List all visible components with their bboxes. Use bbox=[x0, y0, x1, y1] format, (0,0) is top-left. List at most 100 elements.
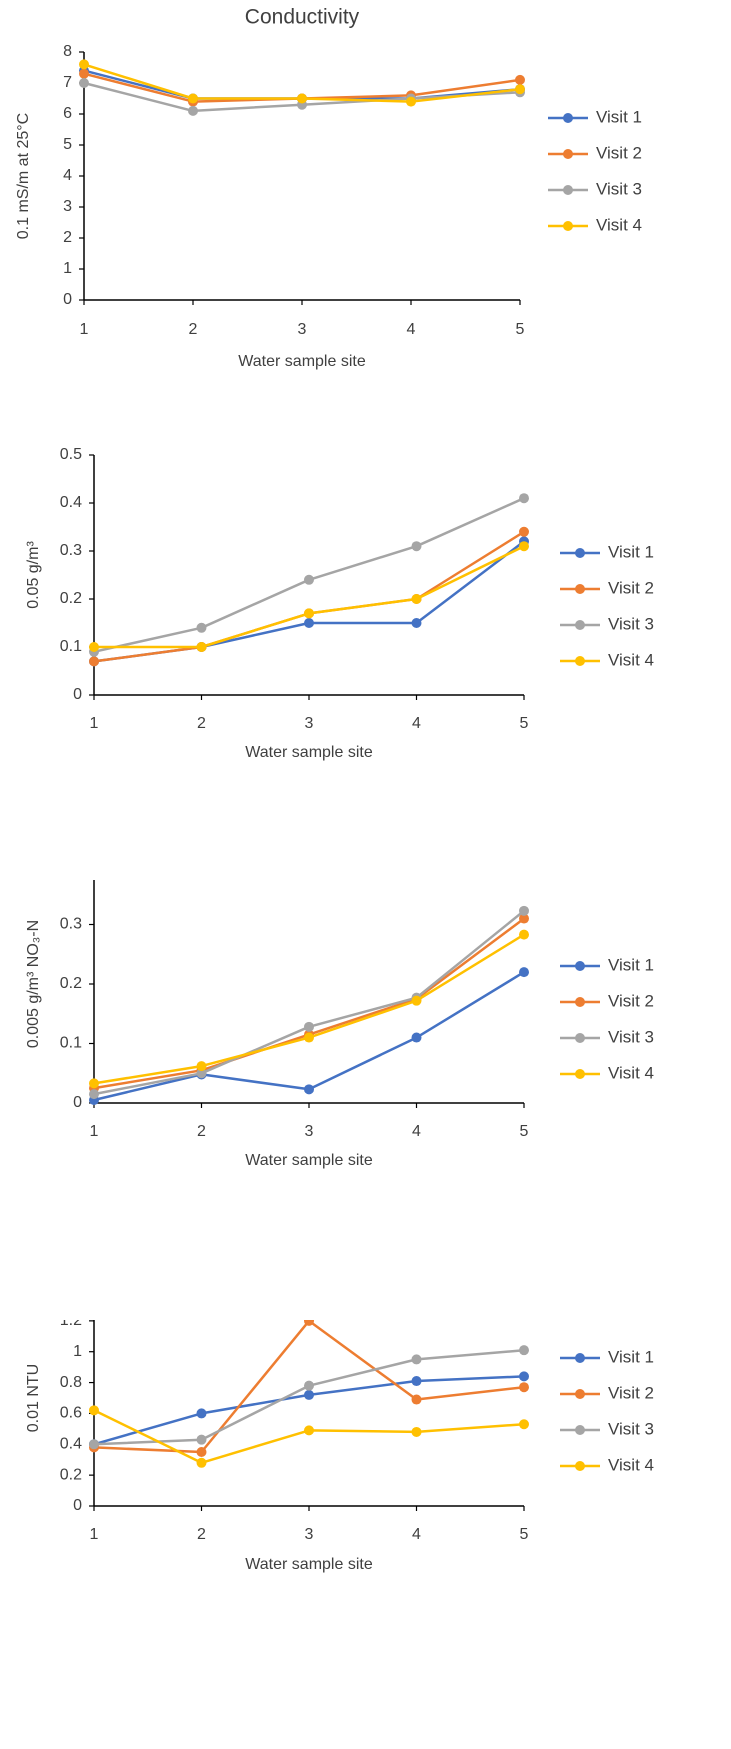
y-tick-label: 1.2 bbox=[60, 1320, 82, 1329]
data-point-visit-4 bbox=[411, 995, 422, 1006]
data-point-visit-3 bbox=[304, 574, 314, 585]
legend-marker-visit-1 bbox=[575, 1353, 585, 1363]
data-point-visit-3 bbox=[196, 1068, 207, 1079]
legend-label-visit-2: Visit 2 bbox=[608, 1383, 654, 1402]
data-point-visit-4 bbox=[196, 1457, 207, 1468]
legend-label-visit-1: Visit 1 bbox=[596, 107, 642, 126]
legend-marker-visit-2 bbox=[575, 584, 585, 594]
series-line-visit-4 bbox=[93, 933, 525, 1085]
legend-marker-visit-3 bbox=[563, 185, 573, 195]
x-tick-label: 1 bbox=[90, 1526, 99, 1543]
x-tick-label: 2 bbox=[197, 1123, 206, 1140]
data-point-visit-4 bbox=[411, 594, 422, 604]
data-point-visit-4 bbox=[89, 1405, 99, 1416]
series-line-visit-1 bbox=[93, 540, 525, 663]
data-point-visit-4 bbox=[519, 929, 529, 940]
legend-marker-visit-4 bbox=[575, 1069, 585, 1079]
data-point-visit-1 bbox=[411, 618, 422, 628]
y-tick-label: 3 bbox=[63, 198, 72, 215]
data-point-visit-3 bbox=[519, 493, 529, 504]
legend-label-visit-1: Visit 1 bbox=[608, 955, 654, 974]
x-tick-label: 5 bbox=[520, 1123, 529, 1140]
y-tick-label: 0.2 bbox=[60, 1466, 82, 1483]
y-tick-label: 1 bbox=[73, 1343, 82, 1360]
x-tick-label: 1 bbox=[90, 715, 99, 732]
x-tick-label: 3 bbox=[305, 1526, 314, 1543]
x-tick-label: 1 bbox=[90, 1123, 99, 1140]
data-point-visit-4 bbox=[196, 1061, 207, 1072]
x-axis-label: Water sample site bbox=[245, 744, 373, 761]
legend-label-visit-1: Visit 1 bbox=[608, 542, 654, 561]
data-point-visit-2 bbox=[519, 913, 529, 924]
legend-marker-visit-3 bbox=[575, 620, 585, 630]
n-total-chart: N-total0.05 g/m³00.10.20.30.40.512345Wat… bbox=[25, 446, 654, 761]
chart-title: Conductivity bbox=[245, 6, 360, 29]
legend-label-visit-3: Visit 3 bbox=[596, 179, 642, 198]
y-tick-label: 0.1 bbox=[60, 1035, 82, 1052]
y-tick-label: 6 bbox=[63, 105, 72, 122]
x-tick-label: 5 bbox=[520, 1526, 529, 1543]
data-point-visit-4 bbox=[515, 84, 525, 95]
legend-marker-visit-4 bbox=[563, 221, 573, 231]
x-tick-label: 5 bbox=[520, 715, 529, 732]
data-point-visit-1 bbox=[304, 1389, 314, 1400]
data-point-visit-4 bbox=[304, 1032, 314, 1043]
y-tick-label: 0.3 bbox=[60, 916, 82, 933]
y-tick-label: 2 bbox=[63, 229, 72, 246]
data-point-visit-2 bbox=[304, 1320, 314, 1326]
data-point-visit-3 bbox=[89, 1439, 99, 1450]
legend-marker-visit-1 bbox=[575, 548, 585, 558]
x-tick-label: 2 bbox=[189, 321, 198, 338]
x-tick-label: 1 bbox=[80, 321, 89, 338]
series-line-visit-4 bbox=[93, 1409, 525, 1465]
x-tick-label: 4 bbox=[412, 1526, 421, 1543]
y-tick-label: 7 bbox=[63, 74, 72, 91]
y-tick-label: 0.4 bbox=[60, 494, 82, 511]
data-point-visit-1 bbox=[519, 1371, 529, 1382]
data-point-visit-4 bbox=[304, 1425, 314, 1436]
legend-label-visit-3: Visit 3 bbox=[608, 1027, 654, 1046]
data-point-visit-4 bbox=[519, 541, 529, 552]
x-axis-label: Water sample site bbox=[238, 353, 366, 370]
data-point-visit-4 bbox=[519, 1419, 529, 1430]
y-tick-label: 0.2 bbox=[60, 975, 82, 992]
data-point-visit-3 bbox=[188, 105, 198, 116]
legend-marker-visit-4 bbox=[575, 1461, 585, 1471]
y-tick-label: 0.6 bbox=[60, 1405, 82, 1422]
y-tick-label: 0.3 bbox=[60, 542, 82, 559]
y-tick-label: 0.4 bbox=[60, 1436, 82, 1453]
data-point-visit-4 bbox=[406, 96, 416, 107]
nitrate-chart-panel: Nitrate0.005 g/m³ NO₃-N00.10.20.30.41234… bbox=[0, 880, 731, 1300]
data-point-visit-1 bbox=[304, 1084, 314, 1095]
legend-label-visit-2: Visit 2 bbox=[608, 991, 654, 1010]
y-axis-label: 0.005 g/m³ NO₃-N bbox=[25, 920, 42, 1048]
data-point-visit-4 bbox=[411, 1426, 422, 1437]
turbidity-chart: Turbidity0.01 NTU00.20.40.60.811.21.4123… bbox=[25, 1320, 654, 1573]
legend-label-visit-1: Visit 1 bbox=[608, 1347, 654, 1366]
data-point-visit-2 bbox=[519, 1382, 529, 1393]
data-point-visit-3 bbox=[411, 541, 422, 552]
data-point-visit-4 bbox=[196, 642, 207, 652]
legend-marker-visit-2 bbox=[575, 997, 585, 1007]
data-point-visit-4 bbox=[79, 59, 89, 70]
y-tick-label: 0 bbox=[73, 1094, 82, 1111]
series-line-visit-3 bbox=[93, 909, 525, 1096]
data-point-visit-4 bbox=[188, 93, 198, 104]
legend-marker-visit-4 bbox=[575, 656, 585, 666]
x-axis-label: Water sample site bbox=[245, 1556, 373, 1573]
x-axis-label: Water sample site bbox=[245, 1152, 373, 1169]
legend-marker-visit-2 bbox=[575, 1389, 585, 1399]
x-tick-label: 2 bbox=[197, 715, 206, 732]
y-tick-label: 0 bbox=[73, 1497, 82, 1514]
data-point-visit-4 bbox=[304, 608, 314, 619]
y-axis-label: 0.05 g/m³ bbox=[25, 541, 42, 609]
y-tick-label: 0.1 bbox=[60, 638, 82, 655]
y-tick-label: 0.5 bbox=[60, 446, 82, 463]
data-point-visit-1 bbox=[411, 1376, 422, 1387]
x-tick-label: 3 bbox=[305, 715, 314, 732]
data-point-visit-4 bbox=[89, 642, 99, 652]
legend-label-visit-3: Visit 3 bbox=[608, 614, 654, 633]
y-tick-label: 0.8 bbox=[60, 1374, 82, 1391]
conductivity-chart-panel: Conductivity 0.1 mS/m at 25°C 0 1 2 3 4 5 6 7 8 1 2 3… bbox=[0, 0, 731, 420]
legend-label-visit-2: Visit 2 bbox=[608, 578, 654, 597]
